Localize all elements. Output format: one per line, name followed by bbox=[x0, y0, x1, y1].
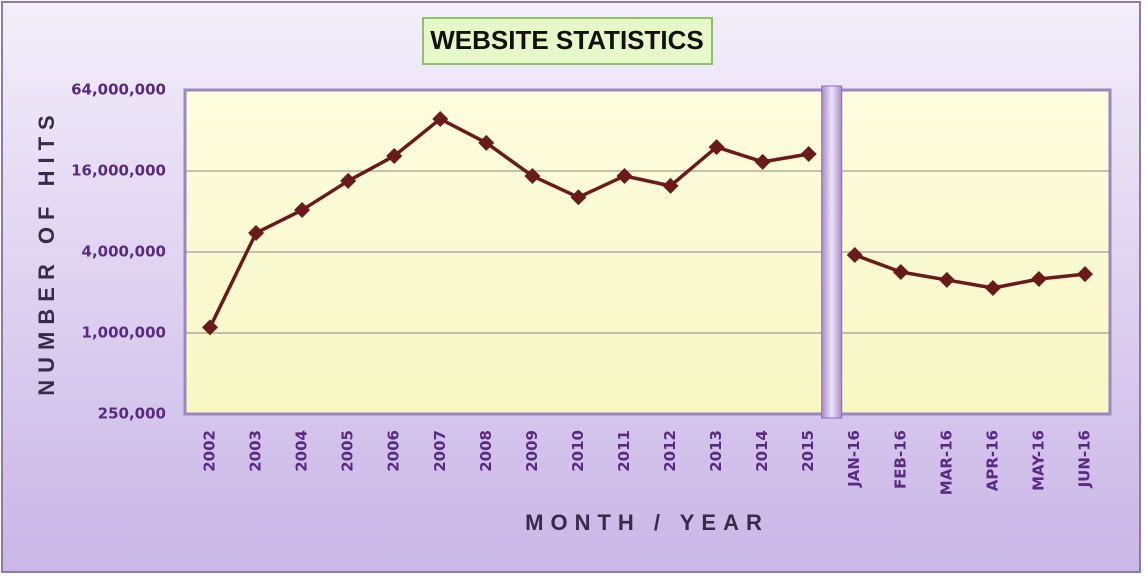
marker bbox=[846, 246, 863, 263]
title-box bbox=[422, 17, 713, 65]
marker bbox=[386, 147, 403, 164]
x-tick-label: MAR-16 bbox=[937, 430, 955, 495]
x-tick-label: 2014 bbox=[753, 430, 771, 472]
x-tick-label: 2010 bbox=[569, 430, 587, 472]
x-tick-label: 2007 bbox=[431, 430, 449, 472]
marker bbox=[984, 280, 1001, 297]
marker bbox=[432, 110, 449, 127]
x-tick-label: 2006 bbox=[385, 430, 403, 472]
marker bbox=[248, 224, 265, 241]
marker bbox=[662, 177, 679, 194]
line bbox=[208, 117, 809, 329]
y-tick-label: 4,000,000 bbox=[82, 243, 166, 261]
marker bbox=[1030, 270, 1047, 287]
x-tick-label: 2008 bbox=[477, 430, 495, 472]
line bbox=[854, 253, 1086, 290]
x-tick-label: MAY-16 bbox=[1029, 430, 1047, 491]
y-tick-label: 1,000,000 bbox=[82, 324, 166, 342]
x-tick-label: APR-16 bbox=[983, 430, 1001, 491]
x-tick-label: FEB-16 bbox=[891, 430, 909, 489]
marker bbox=[1077, 266, 1093, 283]
marker bbox=[294, 202, 311, 219]
marker bbox=[938, 271, 955, 288]
marker bbox=[708, 139, 725, 156]
x-tick-label: JAN-16 bbox=[845, 430, 863, 488]
x-tick-label: 2004 bbox=[293, 430, 311, 472]
marker bbox=[524, 167, 541, 184]
x-tick-label: 2005 bbox=[339, 430, 357, 472]
separator bbox=[821, 85, 843, 419]
x-tick-label: 2015 bbox=[799, 430, 817, 472]
x-tick-label: 2012 bbox=[661, 430, 679, 472]
x-tick-label: 2002 bbox=[201, 430, 219, 472]
marker bbox=[800, 146, 817, 163]
marker bbox=[616, 167, 633, 184]
x-axis-title: MONTH / YEAR bbox=[525, 510, 769, 535]
x-tick-label: 2011 bbox=[615, 430, 633, 472]
marker bbox=[892, 264, 909, 281]
x-tick-label: JUN-16 bbox=[1076, 430, 1094, 488]
x-tick-label: 2013 bbox=[707, 430, 725, 472]
y-tick-label: 250,000 bbox=[98, 405, 166, 423]
marker bbox=[202, 319, 218, 336]
marker bbox=[340, 172, 357, 189]
chart-title: WEBSITE STATISTICS bbox=[430, 25, 703, 55]
y-tick-label: 16,000,000 bbox=[71, 162, 166, 180]
x-tick-label: 2009 bbox=[523, 430, 541, 472]
marker bbox=[570, 189, 587, 206]
marker bbox=[754, 153, 771, 170]
x-tick-label: 2003 bbox=[247, 430, 265, 472]
marker bbox=[478, 134, 495, 151]
y-tick-label: 64,000,000 bbox=[71, 81, 166, 99]
y-axis-title: NUMBER OF HITS bbox=[34, 108, 59, 395]
